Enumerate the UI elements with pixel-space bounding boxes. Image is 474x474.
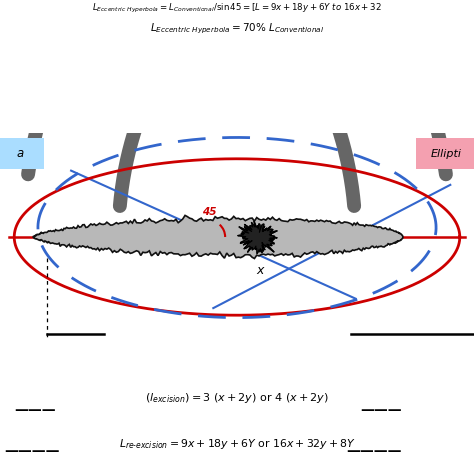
Text: $(\mathit{l}_{excision}) = 3\ (x+2y)\ \mathrm{or}\ 4\ (x+2y)$: $(\mathit{l}_{excision}) = 3\ (x+2y)\ \m…	[145, 391, 329, 405]
FancyBboxPatch shape	[416, 138, 474, 169]
FancyBboxPatch shape	[0, 138, 44, 169]
Text: ————: ————	[5, 444, 60, 458]
Text: $\mathit{L}_{re\text{-}excision}= 9x+18y+6Y\ \mathrm{or}\ 16x+32y+8Y$: $\mathit{L}_{re\text{-}excision}= 9x+18y…	[118, 437, 356, 451]
Text: $a$: $a$	[16, 147, 25, 160]
Text: ———: ———	[360, 403, 402, 417]
Text: $\mathit{L}_{Eccentric\ Hyperbola}= \mathit{L}_{Conventional}/\sin 45 = [L=9x+18: $\mathit{L}_{Eccentric\ Hyperbola}= \mat…	[92, 2, 382, 16]
Text: ———: ———	[14, 403, 56, 417]
Text: Ellipti: Ellipti	[431, 148, 462, 159]
Text: $\mathit{L}_{Eccentric\ Hyperbola} = 70\%\ \mathit{L}_{Conventional}$: $\mathit{L}_{Eccentric\ Hyperbola} = 70\…	[150, 21, 324, 36]
Text: ————: ————	[346, 444, 401, 458]
Text: 45: 45	[202, 207, 217, 217]
Polygon shape	[33, 215, 403, 258]
Text: $x$: $x$	[256, 264, 265, 277]
Polygon shape	[238, 221, 277, 254]
